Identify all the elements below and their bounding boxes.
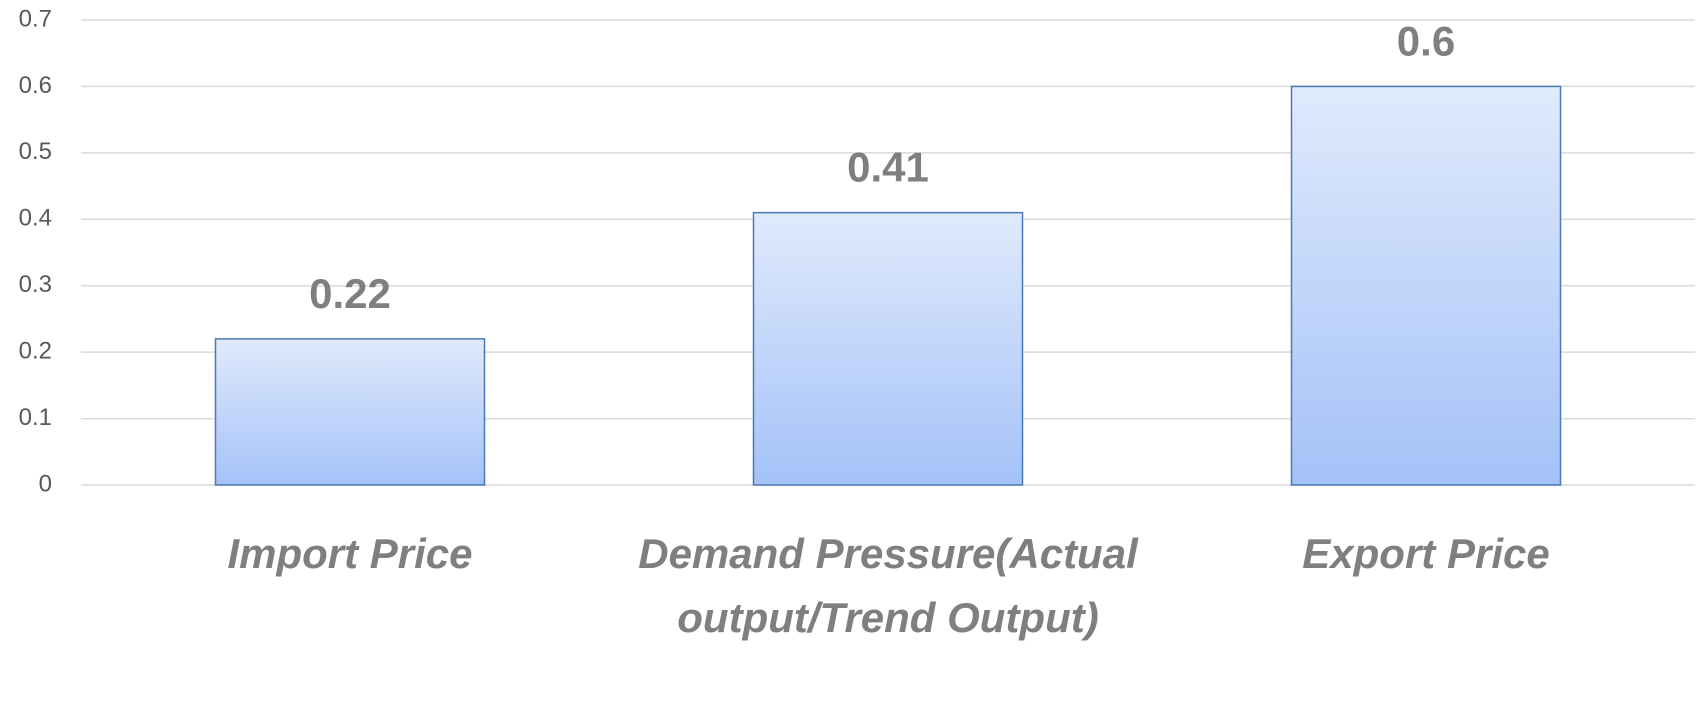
x-tick-label-box: Export Price xyxy=(1302,530,1550,577)
bar xyxy=(214,338,486,486)
value-label: 0.6 xyxy=(1397,18,1455,65)
y-tick-label: 0.4 xyxy=(19,205,52,232)
y-tick-label: 0.3 xyxy=(19,271,52,298)
bar xyxy=(1290,85,1562,486)
x-tick-label: Demand Pressure(Actual output/Trend Outp… xyxy=(638,530,1138,641)
x-tick-label: Import Price xyxy=(227,530,473,577)
y-tick-label: 0 xyxy=(39,470,52,497)
value-label: 0.41 xyxy=(847,144,929,191)
x-tick-label-box: Import Price xyxy=(227,530,473,577)
x-tick-label: Export Price xyxy=(1302,530,1550,577)
y-tick-label: 0.1 xyxy=(19,404,52,431)
value-label: 0.22 xyxy=(309,270,391,317)
y-tick-label: 0.2 xyxy=(19,337,52,364)
x-tick-label-box: Demand Pressure(Actual output/Trend Outp… xyxy=(638,530,1138,641)
bar xyxy=(752,211,1024,486)
y-tick-label: 0.6 xyxy=(19,72,52,99)
y-tick-label: 0.7 xyxy=(19,5,52,32)
y-tick-label: 0.5 xyxy=(19,138,52,165)
